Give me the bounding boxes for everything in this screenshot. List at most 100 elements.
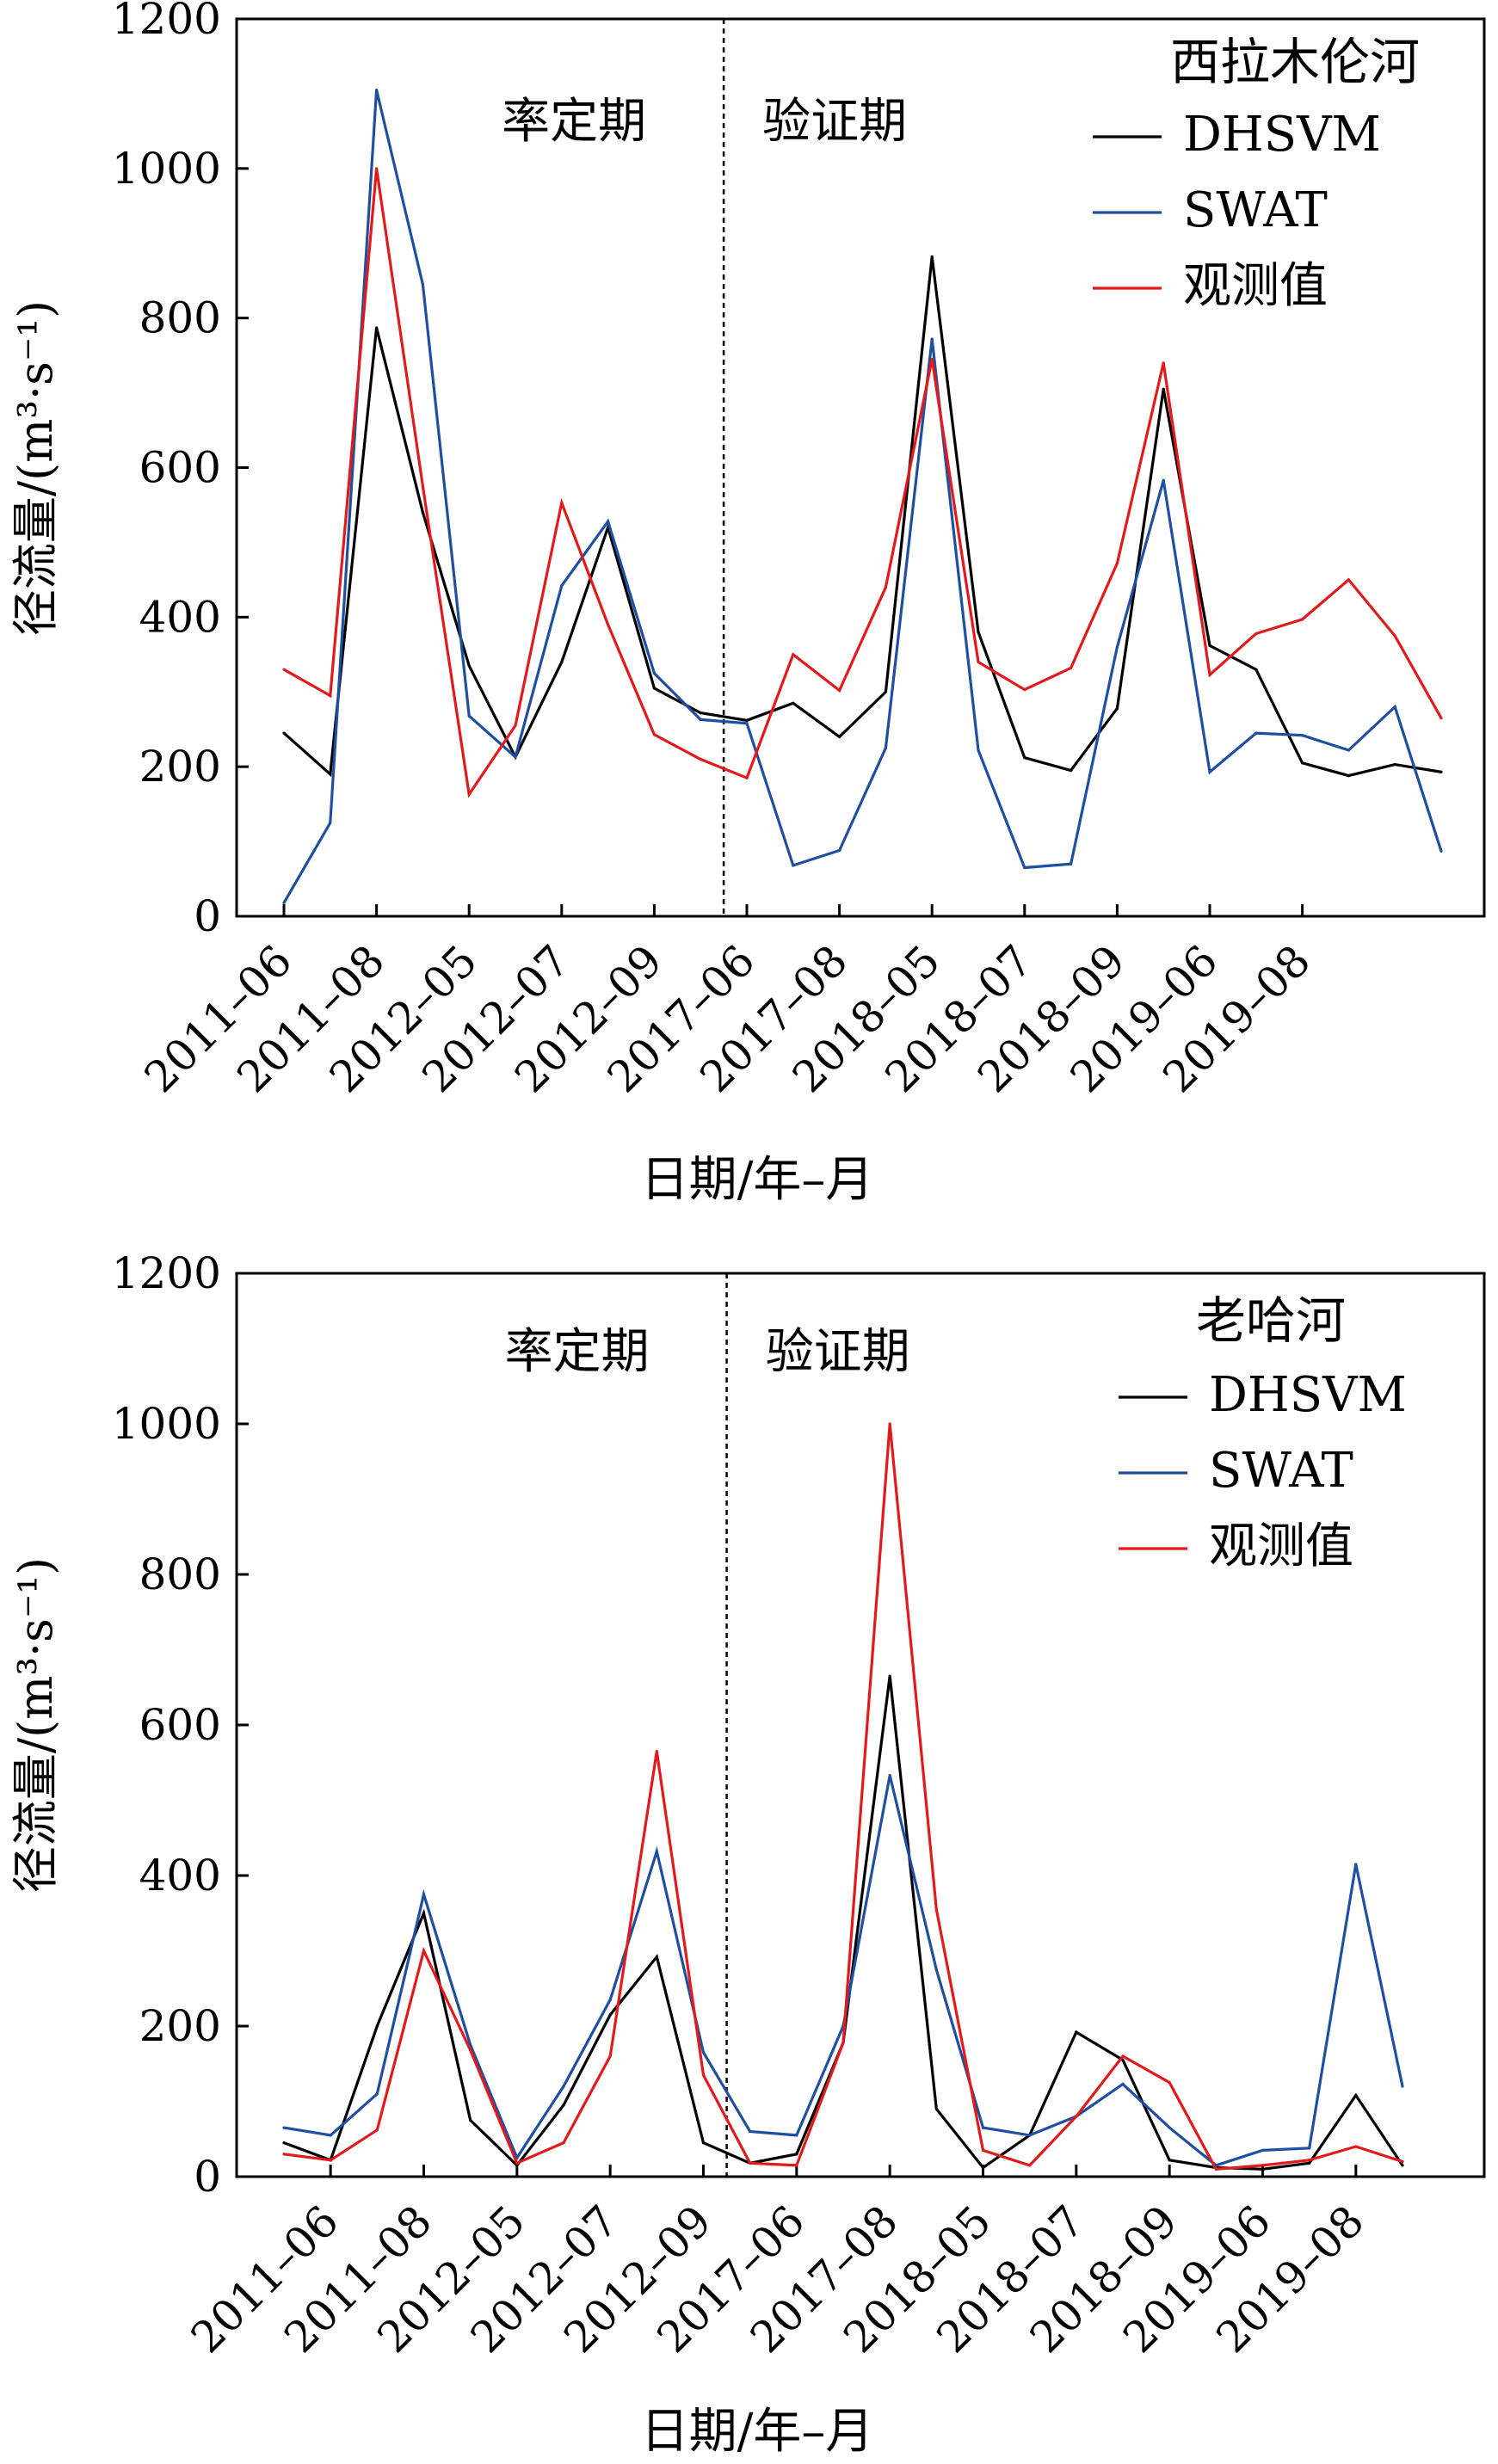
- data-point-0: [469, 2118, 472, 2122]
- data-point-0: [1208, 644, 1211, 647]
- series-line-0: [282, 256, 1442, 778]
- validation-period-label: 验证期: [766, 1324, 910, 1380]
- legend-label: 观测值: [1183, 258, 1328, 314]
- data-point-2: [1393, 634, 1396, 638]
- chart-top-xilamulun: 0200400600800100012002011–062011–082012–…: [9, 0, 1486, 1208]
- data-point-0: [1347, 773, 1350, 778]
- data-point-2: [329, 693, 332, 698]
- data-point-2: [888, 1422, 891, 1426]
- data-point-1: [514, 755, 517, 759]
- data-point-0: [701, 2141, 706, 2145]
- y-tick-label: 1000: [112, 1399, 221, 1449]
- data-point-0: [1168, 2159, 1171, 2162]
- data-point-2: [1301, 618, 1304, 621]
- data-point-1: [1121, 2082, 1125, 2085]
- calibration-period-label: 率定期: [502, 94, 646, 150]
- data-point-0: [795, 2153, 798, 2156]
- data-point-2: [1121, 2054, 1125, 2058]
- series-line-2: [283, 168, 1443, 798]
- data-point-2: [1023, 688, 1026, 692]
- series-line-0: [283, 1675, 1404, 2171]
- data-point-2: [329, 2159, 332, 2162]
- data-point-0: [1308, 2161, 1311, 2165]
- data-point-2: [608, 2054, 612, 2058]
- data-point-2: [745, 776, 749, 779]
- data-point-0: [792, 701, 795, 705]
- data-point-0: [422, 1912, 426, 1915]
- validation-period-label: 验证期: [762, 94, 907, 150]
- data-point-1: [749, 2129, 752, 2134]
- data-point-0: [1439, 770, 1443, 773]
- y-tick-label: 200: [139, 2001, 221, 2051]
- data-point-1: [1393, 705, 1396, 709]
- series-line-1: [282, 89, 1443, 904]
- y-tick-label: 0: [194, 2152, 221, 2202]
- data-point-1: [282, 2126, 286, 2129]
- data-point-1: [981, 2126, 985, 2129]
- data-point-1: [421, 282, 424, 286]
- data-point-1: [375, 2092, 379, 2096]
- data-point-1: [560, 584, 564, 588]
- data-point-2: [977, 660, 980, 664]
- data-point-2: [421, 484, 424, 488]
- data-point-0: [930, 255, 934, 258]
- data-point-0: [652, 687, 657, 690]
- legend-title: 西拉木伦河: [1170, 33, 1420, 91]
- y-tick-label: 1000: [112, 144, 221, 194]
- data-point-2: [1401, 2159, 1404, 2164]
- legend-title: 老哈河: [1196, 1291, 1346, 1350]
- data-point-0: [745, 718, 749, 722]
- y-tick-label: 1200: [112, 0, 221, 44]
- data-point-2: [652, 733, 657, 736]
- data-point-0: [467, 664, 471, 668]
- data-point-0: [655, 1955, 658, 1959]
- data-point-2: [514, 724, 517, 727]
- data-point-1: [655, 1850, 658, 1853]
- data-point-2: [1115, 562, 1119, 565]
- y-tick-label: 200: [139, 742, 221, 792]
- data-point-2: [607, 623, 610, 626]
- legend-label: SWAT: [1209, 1443, 1353, 1499]
- data-point-2: [515, 2161, 519, 2165]
- data-point-2: [792, 653, 795, 656]
- data-point-2: [1075, 2115, 1078, 2118]
- data-point-2: [701, 2073, 706, 2077]
- data-point-1: [888, 1774, 891, 1777]
- data-point-0: [282, 731, 286, 735]
- data-point-2: [562, 2141, 565, 2145]
- data-point-0: [1075, 2030, 1078, 2034]
- data-point-2: [1214, 2167, 1218, 2171]
- data-point-1: [838, 848, 841, 853]
- data-point-2: [1439, 717, 1443, 720]
- y-tick-label: 1200: [112, 1248, 221, 1298]
- y-tick-label: 0: [194, 891, 221, 941]
- data-point-1: [607, 520, 610, 523]
- data-point-1: [1023, 865, 1026, 870]
- data-point-1: [652, 671, 657, 675]
- data-point-2: [375, 2128, 379, 2132]
- data-point-1: [1347, 748, 1350, 752]
- data-point-2: [1354, 2145, 1358, 2148]
- data-point-1: [934, 1968, 938, 1971]
- data-point-0: [375, 326, 379, 330]
- data-point-1: [1261, 2148, 1265, 2152]
- data-point-1: [375, 88, 379, 92]
- data-point-1: [562, 2085, 565, 2088]
- data-point-2: [884, 585, 887, 589]
- data-point-0: [699, 711, 702, 715]
- data-point-0: [421, 511, 424, 514]
- data-point-1: [1208, 770, 1211, 773]
- data-point-1: [795, 2134, 798, 2137]
- data-point-1: [884, 746, 887, 750]
- legend-label: DHSVM: [1209, 1367, 1407, 1423]
- y-tick-label: 600: [139, 1700, 221, 1750]
- data-point-2: [655, 1750, 658, 1753]
- data-point-2: [795, 2164, 798, 2167]
- data-point-1: [1301, 734, 1304, 737]
- data-point-0: [1354, 2093, 1358, 2097]
- data-point-0: [1115, 706, 1119, 710]
- x-axis-title: 日期/年–月: [641, 1152, 874, 1208]
- data-point-1: [1115, 645, 1119, 649]
- data-point-1: [1401, 2085, 1404, 2088]
- data-point-2: [1208, 673, 1211, 676]
